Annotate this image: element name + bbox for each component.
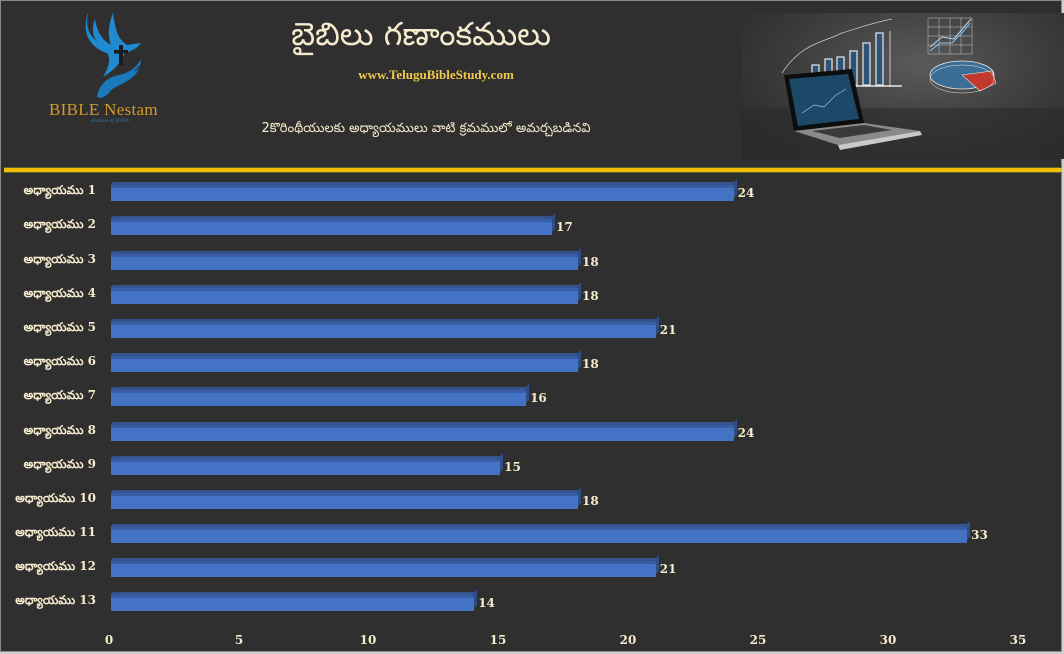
logo-name: BIBLE Nestam — [49, 100, 158, 119]
bar[interactable] — [111, 595, 475, 611]
category-label: అధ్యాయము 8 — [23, 423, 96, 437]
laptop-analytics-illustration-icon — [742, 17, 1064, 159]
bar-row-7: అధ్యాయము 7 16 — [1, 387, 1064, 407]
bar-row-8: అధ్యాయము 8 24 — [1, 422, 1064, 442]
category-label: అధ్యాయము 13 — [15, 593, 96, 607]
bar[interactable] — [111, 459, 501, 475]
value-label: 18 — [581, 255, 599, 269]
bar-row-4: అధ్యాయము 4 18 — [1, 285, 1064, 305]
value-label: 21 — [659, 562, 677, 576]
bar[interactable] — [111, 493, 578, 509]
value-label: 18 — [581, 357, 599, 371]
bar[interactable] — [111, 390, 527, 406]
category-label: అధ్యాయము 11 — [15, 525, 96, 539]
bar[interactable] — [111, 254, 578, 270]
value-label: 14 — [478, 596, 495, 610]
hero-image-laptop-charts — [742, 13, 1064, 159]
bar-chart: అధ్యాయము 1 24 అధ్యాయము 2 17 అధ్యాయము 3 1… — [1, 176, 1064, 646]
bar-row-9: అధ్యాయము 9 15 — [1, 456, 1064, 476]
value-label: 18 — [581, 289, 599, 303]
dove-hand-cross-icon — [85, 11, 143, 98]
bar[interactable] — [111, 425, 734, 441]
header-divider — [4, 167, 1062, 173]
value-label: 17 — [556, 220, 573, 234]
x-tick-label: 5 — [234, 633, 244, 647]
x-tick-label: 30 — [879, 633, 897, 647]
x-tick-label: 35 — [1009, 633, 1027, 647]
bible-nestam-logo — [41, 5, 191, 125]
category-label: అధ్యాయము 12 — [15, 559, 96, 573]
category-label: అధ్యాయము 4 — [23, 286, 96, 300]
bar-row-12: అధ్యాయము 12 21 — [1, 558, 1064, 578]
website-link[interactable]: www.TeluguBibleStudy.com — [358, 67, 514, 82]
bar-row-5: అధ్యాయము 5 21 — [1, 319, 1064, 339]
x-tick-label: 10 — [359, 633, 377, 647]
page-title: బైబిలు గణాంకములు — [291, 15, 551, 53]
bar-row-6: అధ్యాయము 6 18 — [1, 353, 1064, 373]
bar-row-13: అధ్యాయము 13 14 — [1, 592, 1064, 612]
x-tick-label: 0 — [104, 633, 114, 647]
bar-row-11: అధ్యాయము 11 33 — [1, 524, 1064, 544]
category-label: అధ్యాయము 7 — [23, 388, 96, 402]
bar-row-2: అధ్యాయము 2 17 — [1, 216, 1064, 236]
bar[interactable] — [111, 527, 968, 543]
category-label: అధ్యాయము 3 — [23, 252, 96, 266]
x-tick-label: 20 — [619, 633, 637, 647]
chart-subtitle: 2కొరింథీయులకు అధ్యాయములు వాటి క్రమములో అ… — [261, 121, 591, 136]
value-label: 18 — [581, 494, 599, 508]
bar[interactable] — [111, 185, 734, 201]
value-label: 21 — [659, 323, 677, 337]
bar-row-1: అధ్యాయము 1 24 — [1, 182, 1064, 202]
x-tick-label: 25 — [749, 633, 767, 647]
value-label: 16 — [530, 391, 547, 405]
category-label: అధ్యాయము 2 — [23, 217, 96, 231]
category-label: అధ్యాయము 9 — [23, 457, 96, 471]
bar[interactable] — [111, 356, 578, 372]
category-label: అధ్యాయము 10 — [15, 491, 96, 505]
x-tick-label: 15 — [489, 633, 507, 647]
value-label: 24 — [737, 426, 755, 440]
category-label: అధ్యాయము 6 — [23, 354, 96, 368]
value-label: 24 — [737, 186, 755, 200]
category-label: అధ్యాయము 5 — [23, 320, 96, 334]
category-label: అధ్యాయము 1 — [23, 183, 96, 197]
bar[interactable] — [111, 561, 656, 577]
bar-row-3: అధ్యాయము 3 18 — [1, 251, 1064, 271]
value-label: 33 — [971, 528, 988, 542]
bar[interactable] — [111, 288, 578, 304]
value-label: 15 — [504, 460, 521, 474]
logo-tagline: disciples of JESUS — [91, 119, 129, 124]
bar[interactable] — [111, 322, 656, 338]
bar[interactable] — [111, 219, 553, 235]
bar-row-10: అధ్యాయము 10 18 — [1, 490, 1064, 510]
